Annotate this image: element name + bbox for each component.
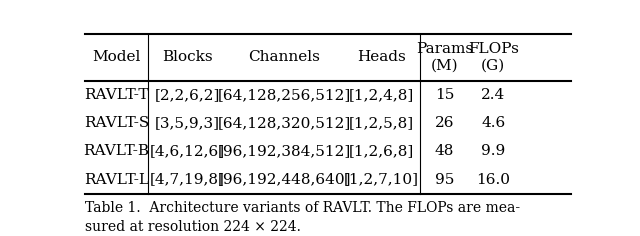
Text: 2.4: 2.4 (481, 88, 506, 102)
Text: Table 1.  Architecture variants of RAVLT. The FLOPs are mea-
sured at resolution: Table 1. Architecture variants of RAVLT.… (85, 201, 520, 234)
Text: 9.9: 9.9 (481, 144, 506, 158)
Text: [3,5,9,3]: [3,5,9,3] (154, 116, 220, 130)
Text: Heads: Heads (357, 51, 406, 64)
Text: [4,6,12,6]: [4,6,12,6] (150, 144, 225, 158)
Text: RAVLT-S: RAVLT-S (84, 116, 149, 130)
Text: 48: 48 (435, 144, 454, 158)
Text: RAVLT-T: RAVLT-T (84, 88, 149, 102)
Text: 26: 26 (435, 116, 454, 130)
Text: [64,128,256,512]: [64,128,256,512] (218, 88, 351, 102)
Text: [1,2,7,10]: [1,2,7,10] (344, 173, 419, 187)
Text: RAVLT-B: RAVLT-B (84, 144, 150, 158)
Text: RAVLT-L: RAVLT-L (84, 173, 149, 187)
Text: Blocks: Blocks (162, 51, 212, 64)
Text: Channels: Channels (248, 51, 320, 64)
Text: 16.0: 16.0 (476, 173, 510, 187)
Text: 15: 15 (435, 88, 454, 102)
Text: [96,192,448,640]: [96,192,448,640] (218, 173, 351, 187)
Text: [64,128,320,512]: [64,128,320,512] (218, 116, 351, 130)
Text: 4.6: 4.6 (481, 116, 506, 130)
Text: [1,2,5,8]: [1,2,5,8] (349, 116, 414, 130)
Text: [1,2,6,8]: [1,2,6,8] (349, 144, 414, 158)
Text: [1,2,4,8]: [1,2,4,8] (349, 88, 414, 102)
Text: [2,2,6,2]: [2,2,6,2] (154, 88, 220, 102)
Text: [4,7,19,8]: [4,7,19,8] (150, 173, 225, 187)
Text: Model: Model (92, 51, 141, 64)
Text: Params
(M): Params (M) (416, 42, 473, 72)
Text: [96,192,384,512]: [96,192,384,512] (218, 144, 351, 158)
Text: 95: 95 (435, 173, 454, 187)
Text: FLOPs
(G): FLOPs (G) (468, 42, 518, 72)
